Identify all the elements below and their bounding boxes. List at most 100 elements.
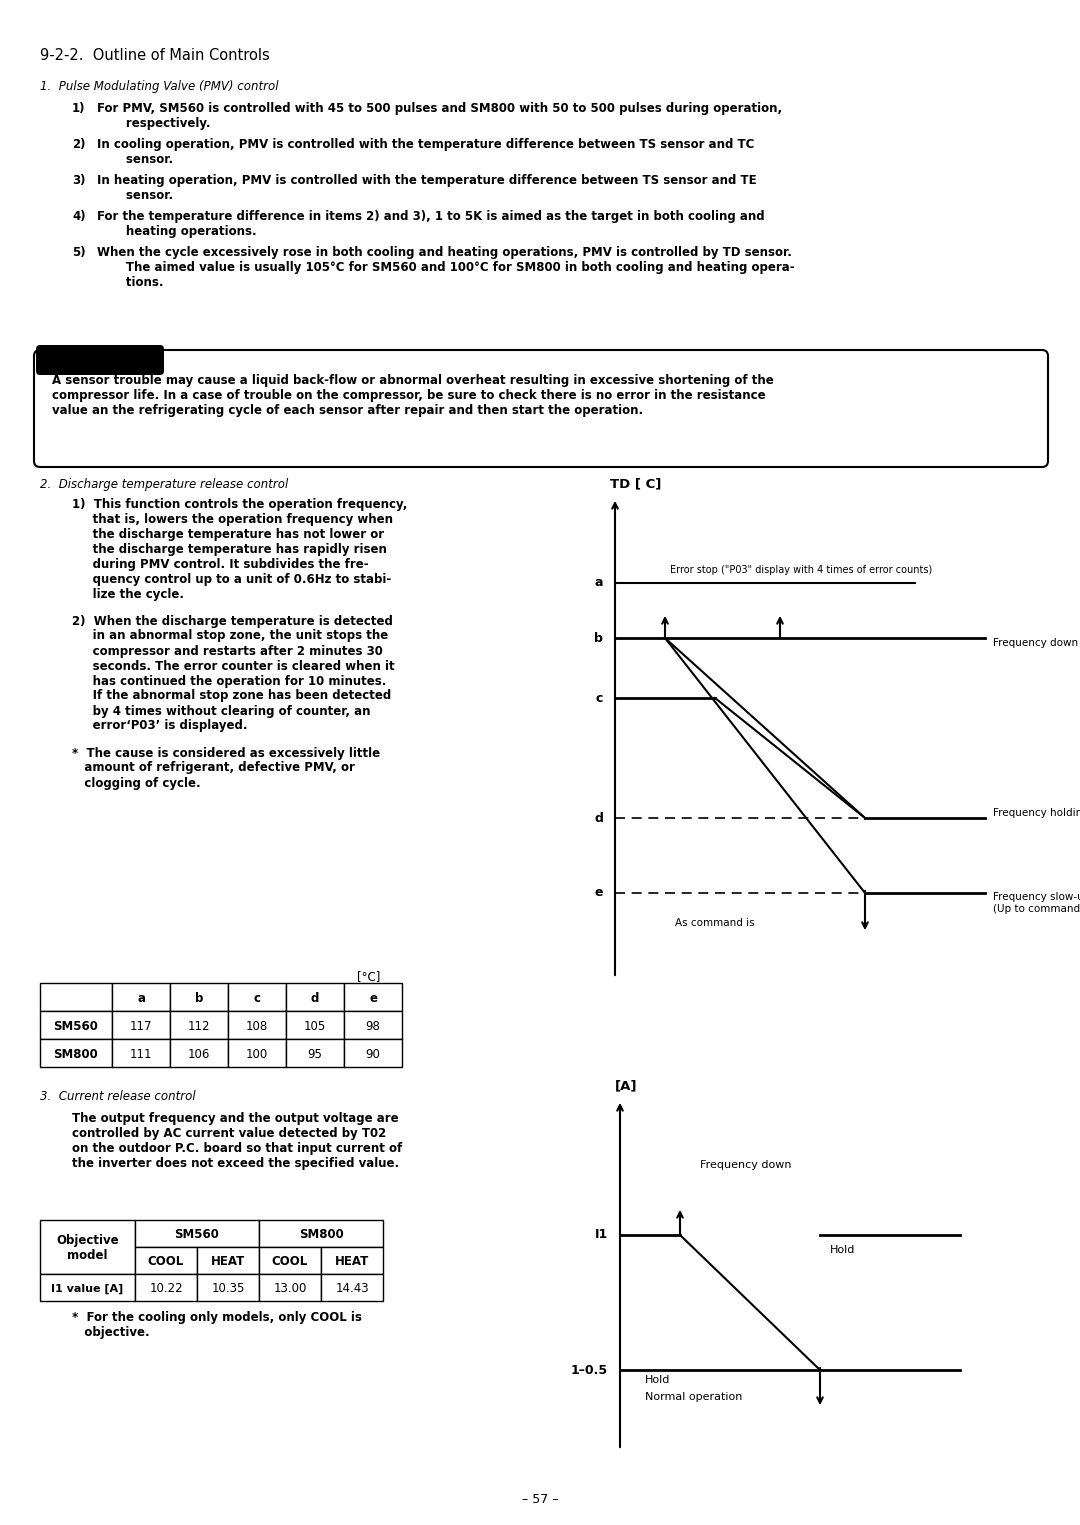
Text: For PMV, SM560 is controlled with 45 to 500 pulses and SM800 with 50 to 500 puls: For PMV, SM560 is controlled with 45 to … [97,102,782,130]
Text: e: e [369,991,377,1005]
Bar [197,1273,259,1301]
Text: 1.  Pulse Modulating Valve (PMV) control: 1. Pulse Modulating Valve (PMV) control [40,79,279,93]
Text: 95: 95 [308,1048,323,1060]
Bar [259,1220,383,1247]
Text: A sensor trouble may cause a liquid back-flow or abnormal overheat resulting in : A sensor trouble may cause a liquid back… [52,374,773,416]
Text: Objective
model: Objective model [56,1234,119,1263]
Text: SM560: SM560 [54,1020,98,1032]
Text: 13.00: 13.00 [273,1283,307,1295]
Text: Error stop ("P03" display with 4 times of error counts): Error stop ("P03" display with 4 times o… [670,564,932,575]
Text: HEAT: HEAT [211,1255,245,1267]
Bar [345,1011,402,1039]
Text: Frequency down: Frequency down [993,637,1078,648]
Text: 1–0.5: 1–0.5 [571,1363,608,1377]
Text: 105: 105 [303,1020,326,1032]
Text: a: a [137,991,145,1005]
Bar [40,1220,135,1273]
Text: In cooling operation, PMV is controlled with the temperature difference between : In cooling operation, PMV is controlled … [97,137,754,166]
Text: b: b [194,991,203,1005]
Bar [40,984,112,1011]
FancyBboxPatch shape [36,345,164,375]
Text: 98: 98 [365,1020,380,1032]
Bar [259,1247,321,1273]
Text: COOL: COOL [148,1255,184,1267]
Text: *  For the cooling only models, only COOL is
   objective.: * For the cooling only models, only COOL… [72,1312,362,1339]
Text: I1: I1 [595,1229,608,1241]
Text: I1 value [A]: I1 value [A] [52,1284,123,1293]
Bar [40,1011,112,1039]
Text: 108: 108 [246,1020,268,1032]
Bar [345,1039,402,1068]
Text: e: e [594,886,603,900]
Text: 2.  Discharge temperature release control: 2. Discharge temperature release control [40,477,288,491]
Text: Frequency holding: Frequency holding [993,808,1080,817]
Text: 2)  When the discharge temperature is detected
     in an abnormal stop zone, th: 2) When the discharge temperature is det… [72,615,394,732]
Text: 1)  This function controls the operation frequency,
     that is, lowers the ope: 1) This function controls the operation … [72,499,407,601]
Text: SM560: SM560 [175,1228,219,1241]
Text: Frequency slow-up
(Up to command): Frequency slow-up (Up to command) [993,892,1080,913]
Text: – 57 –: – 57 – [522,1493,558,1507]
Bar [228,1039,286,1068]
Text: SM800: SM800 [299,1228,343,1241]
Text: Hold: Hold [645,1376,671,1385]
Text: 10.35: 10.35 [212,1283,245,1295]
Text: d: d [594,811,603,825]
Bar [170,1039,228,1068]
Text: 2): 2) [72,137,85,151]
Text: 1): 1) [72,102,85,114]
Text: c: c [254,991,260,1005]
Text: The output frequency and the output voltage are
controlled by AC current value d: The output frequency and the output volt… [72,1112,402,1170]
Bar [40,1273,135,1301]
Text: 111: 111 [130,1048,152,1060]
Text: 5): 5) [72,246,85,259]
Text: For the temperature difference in items 2) and 3), 1 to 5K is aimed as the targe: For the temperature difference in items … [97,210,765,238]
Text: 14.43: 14.43 [335,1283,368,1295]
Text: 9-2-2.  Outline of Main Controls: 9-2-2. Outline of Main Controls [40,47,270,63]
Text: SM800: SM800 [54,1048,98,1060]
Text: 3): 3) [72,174,85,188]
Bar [228,1011,286,1039]
Bar [135,1220,259,1247]
Text: HEAT: HEAT [335,1255,369,1267]
Text: *  The cause is considered as excessively little
   amount of refrigerant, defec: * The cause is considered as excessively… [72,747,380,790]
Text: [A]: [A] [615,1080,637,1092]
Bar [135,1247,197,1273]
Bar [321,1247,383,1273]
Text: c: c [596,691,603,705]
Text: COOL: COOL [272,1255,308,1267]
Text: 117: 117 [130,1020,152,1032]
Bar [112,1011,170,1039]
Bar [286,1011,345,1039]
Text: a: a [594,576,603,590]
Text: 3.  Current release control: 3. Current release control [40,1090,195,1103]
Text: Hold: Hold [831,1244,855,1255]
Bar [112,1039,170,1068]
Text: As command is: As command is [675,918,755,929]
Text: TD [ C]: TD [ C] [610,477,661,490]
Bar [112,984,170,1011]
Bar [170,984,228,1011]
Text: 10.22: 10.22 [149,1283,183,1295]
Text: When the cycle excessively rose in both cooling and heating operations, PMV is c: When the cycle excessively rose in both … [97,246,795,290]
Text: Normal operation: Normal operation [645,1392,742,1401]
Bar [197,1247,259,1273]
Text: 90: 90 [365,1048,380,1060]
Text: In heating operation, PMV is controlled with the temperature difference between : In heating operation, PMV is controlled … [97,174,757,201]
Bar [135,1273,197,1301]
Bar [259,1273,321,1301]
Bar [286,984,345,1011]
Text: 112: 112 [188,1020,211,1032]
Text: 100: 100 [246,1048,268,1060]
FancyBboxPatch shape [33,351,1048,467]
Bar [40,1039,112,1068]
Text: d: d [311,991,320,1005]
Bar [286,1039,345,1068]
Text: Frequency down: Frequency down [700,1161,792,1170]
Bar [345,984,402,1011]
Bar [170,1011,228,1039]
Bar [321,1273,383,1301]
Text: [°C]: [°C] [356,970,380,984]
Text: 106: 106 [188,1048,211,1060]
Text: 4): 4) [72,210,85,223]
Text: b: b [594,631,603,645]
